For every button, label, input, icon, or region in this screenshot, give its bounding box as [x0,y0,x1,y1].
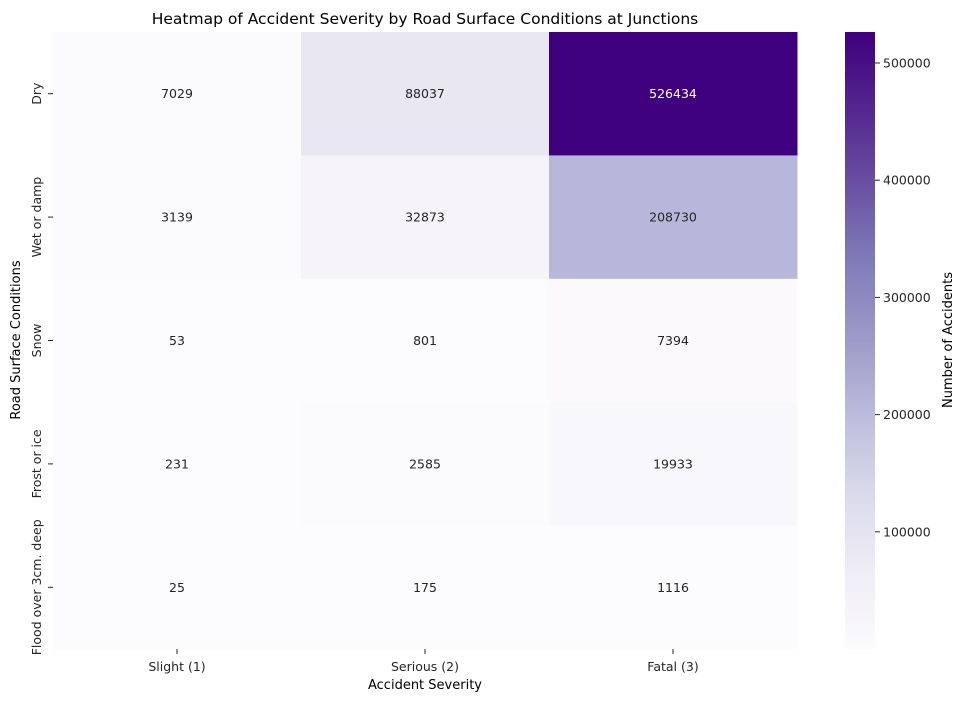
x-tick-label: Fatal (3) [647,659,698,674]
colorbar: 100000 200000 300000 400000 500000 Number of… [845,32,956,649]
x-axis: Slight (1) Serious (2) Fatal (3) [148,649,699,674]
cell-value-label: 3139 [161,210,193,225]
heatmap-cell [53,155,302,280]
cell-value-label: 526434 [649,86,697,101]
cell-value-label: 25 [169,580,185,595]
heatmap-cell [53,278,302,403]
heatmap-cell [53,32,302,156]
colorbar-gradient [845,32,875,649]
y-tick-label: Snow [29,324,44,358]
cell-value-label: 801 [413,333,437,348]
y-axis: Dry Wet or damp Snow Frost or ice Flood over… [29,82,53,655]
y-tick-label: Wet or damp [29,177,44,258]
heatmap-cell [549,278,798,403]
y-axis-label: Road Surface Conditions [9,260,24,419]
y-tick-label: Flood over 3cm. deep [29,519,44,655]
heatmap-cell [53,525,302,650]
cell-value-label: 1116 [657,580,689,595]
cell-value-label: 88037 [405,86,445,101]
cell-value-label: 2585 [409,456,441,471]
colorbar-label: Number of Accidents [941,272,956,408]
colorbar-tick-label: 400000 [883,173,931,188]
cell-value-label: 32873 [405,210,445,225]
heatmap-cell [301,32,550,156]
heatmap-cell [53,402,302,527]
heatmap-cell [301,155,550,280]
colorbar-tick-label: 200000 [883,407,931,422]
heatmap-cell [549,155,798,280]
cell-value-label: 53 [169,333,185,348]
cell-value-label: 7029 [161,86,193,101]
colorbar-ticks: 100000 200000 300000 400000 500000 [875,55,931,539]
x-tick-label: Serious (2) [391,659,459,674]
heatmap-cell [301,525,550,650]
colorbar-tick-label: 500000 [883,55,931,70]
cell-value-label: 7394 [657,333,689,348]
y-tick-label: Dry [29,82,44,105]
heatmap-cell [301,278,550,403]
cell-value-label: 175 [413,580,437,595]
colorbar-tick-label: 100000 [883,524,931,539]
heatmap-cell [301,402,550,527]
x-tick-label: Slight (1) [148,659,205,674]
chart-title: Heatmap of Accident Severity by Road Sur… [152,10,699,28]
colorbar-tick-label: 300000 [883,290,931,305]
y-tick-label: Frost or ice [29,429,44,498]
cell-value-label: 231 [165,456,189,471]
x-axis-label: Accident Severity [368,678,482,693]
heatmap-grid: 7029 88037 526434 3139 32873 208730 53 801 7394 2… [53,32,798,650]
heatmap-cell [549,525,798,650]
cell-value-label: 208730 [649,210,697,225]
cell-value-label: 19933 [653,456,693,471]
heatmap-cell [549,32,798,156]
heatmap-cell [549,402,798,527]
